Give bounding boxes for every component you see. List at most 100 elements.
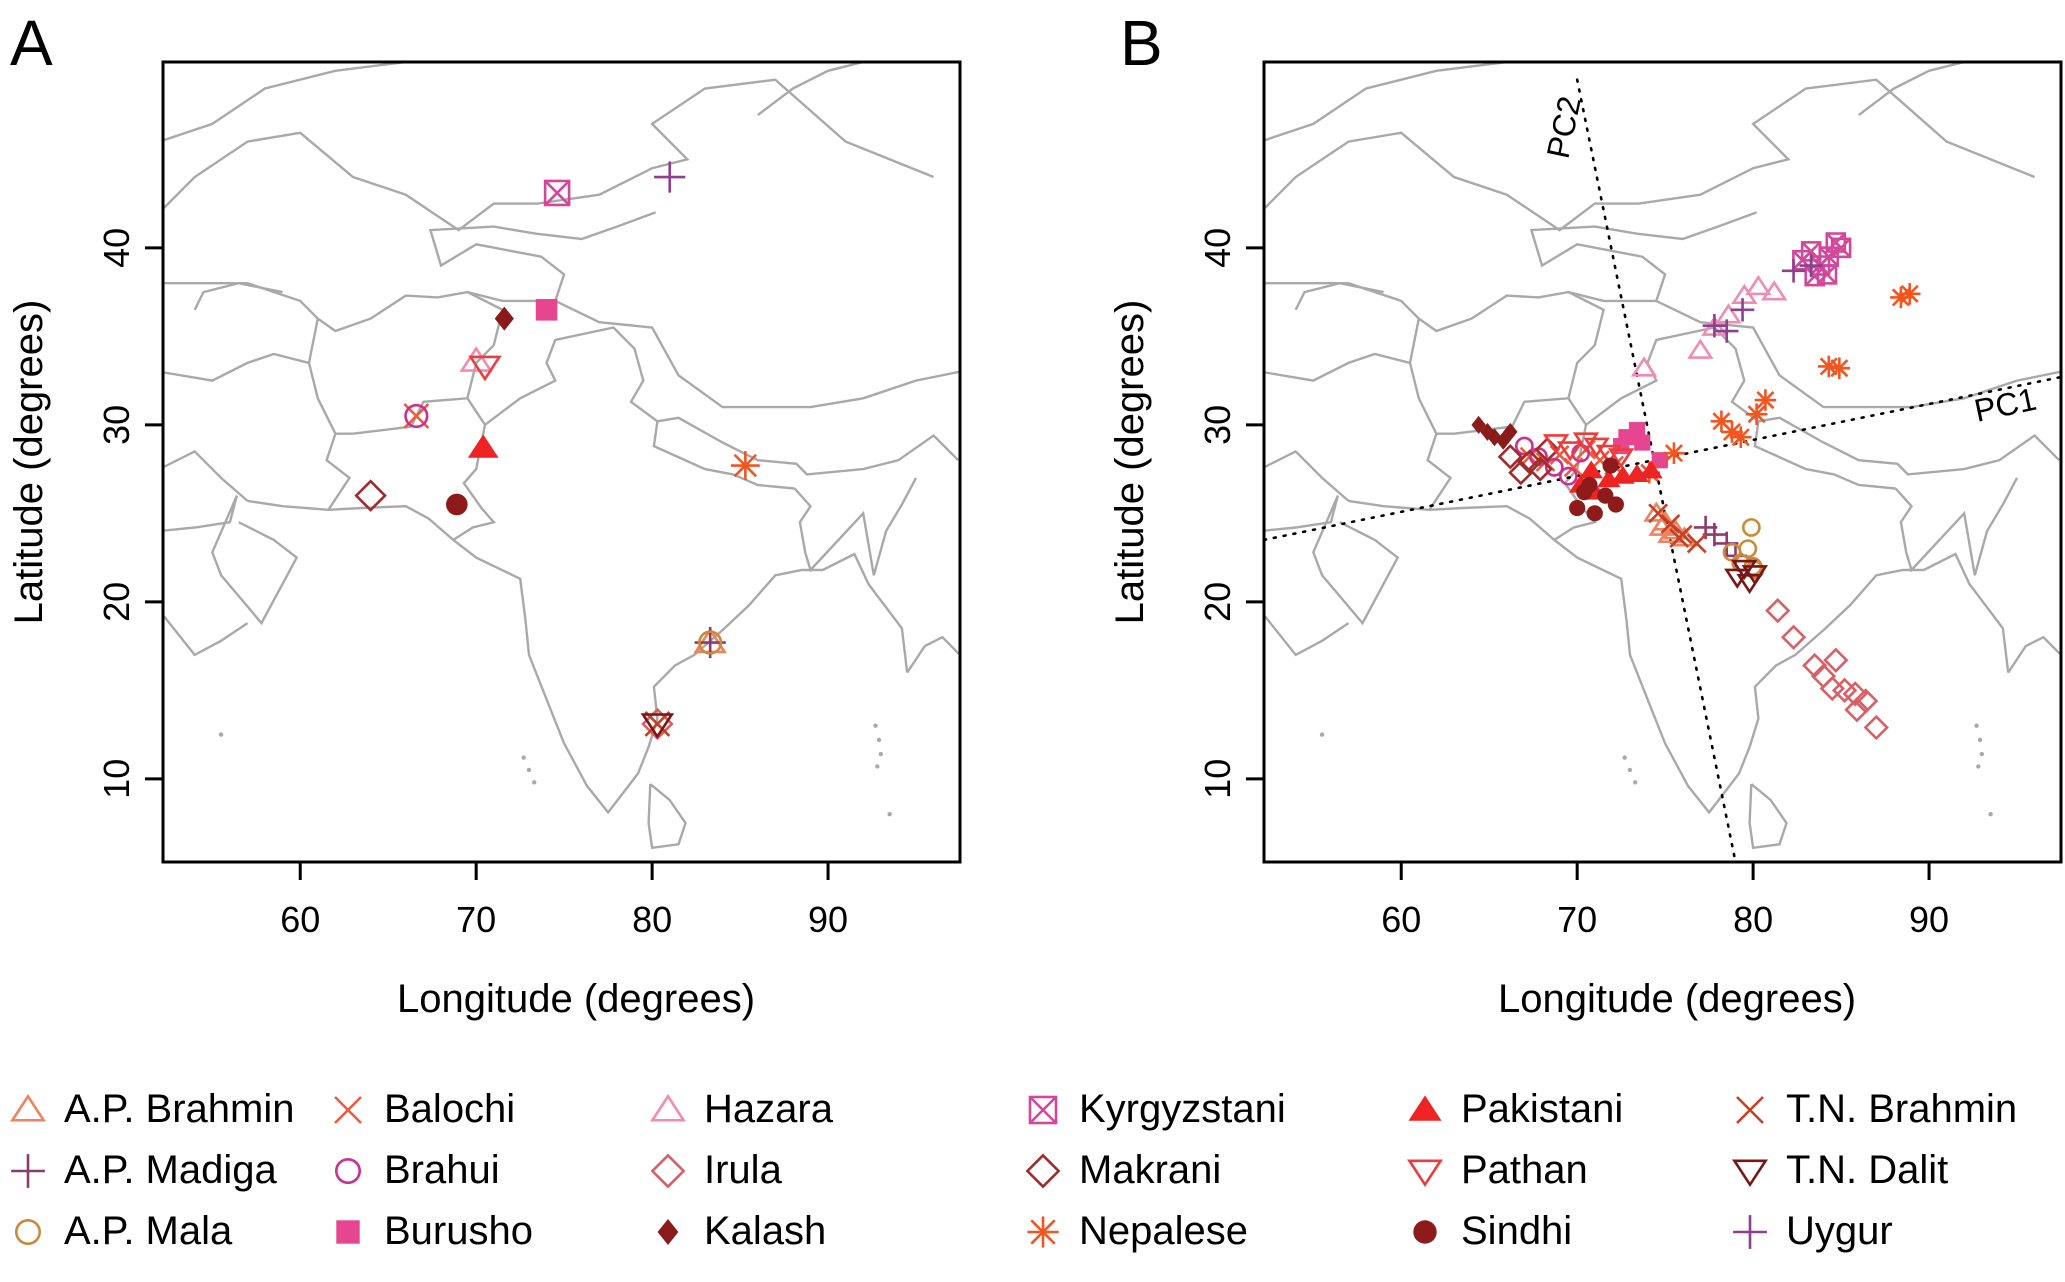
legend-item-hazara: Hazara xyxy=(649,1087,834,1131)
map-border-line xyxy=(163,352,310,382)
point-nepalese xyxy=(1710,410,1733,433)
point-uygur xyxy=(1730,298,1755,322)
map-island xyxy=(218,732,224,737)
map-border-line xyxy=(1264,78,2036,232)
map-island xyxy=(873,723,878,728)
point-uygur xyxy=(1715,319,1739,343)
point-sindhi xyxy=(1569,499,1586,517)
legend-item-kalash: Kalash xyxy=(657,1209,826,1253)
pc2-label: PC2 xyxy=(1540,93,1588,161)
point-a-p-mala xyxy=(1738,539,1758,559)
pc1-label: PC1 xyxy=(1971,381,2039,429)
legend-symbol-pathan xyxy=(1406,1159,1444,1188)
legend-symbol-makrani xyxy=(1025,1153,1061,1189)
point-kalash xyxy=(1496,431,1511,450)
axis-ticks-a: 60 70 80 90 10 20 30 40 xyxy=(96,228,848,940)
map-border-line xyxy=(554,299,960,409)
point-t-n-brahmin xyxy=(1669,528,1690,549)
y-axis-label-a: Latitude (degrees) xyxy=(7,300,51,625)
point-a-p-madiga xyxy=(1702,522,1727,547)
legend-item-pakistani: Pakistani xyxy=(1408,1087,1623,1131)
point-pathan xyxy=(1607,448,1635,469)
map-border-line xyxy=(247,499,909,815)
point-burusho xyxy=(1634,434,1651,451)
map-border-line xyxy=(1264,449,1350,502)
map-island xyxy=(526,767,532,773)
map-border-line xyxy=(1748,783,1788,850)
y-tick-label: 40 xyxy=(96,228,137,268)
point-makrani xyxy=(1527,456,1553,482)
map-island xyxy=(1319,732,1325,737)
legend-item-a-p-mala: A.P. Mala xyxy=(14,1209,233,1253)
point-hazara xyxy=(1630,356,1658,377)
point-irula xyxy=(1780,624,1807,650)
map-border-line xyxy=(163,78,935,232)
point-pakistani xyxy=(467,434,499,458)
map-border-line xyxy=(163,613,249,657)
legend-symbol-kalash xyxy=(657,1219,679,1245)
map-border-line xyxy=(1264,613,1350,657)
map-border-line xyxy=(307,318,352,511)
point-nepalese xyxy=(1898,283,1921,305)
map-island xyxy=(876,737,882,743)
map-island xyxy=(887,812,892,817)
x-tick-label: 60 xyxy=(280,899,320,940)
map-island xyxy=(1979,751,1985,757)
legend-label: T.N. Dalit xyxy=(1786,1148,1948,1192)
point-nepalese xyxy=(1663,442,1685,464)
legend-item-burusho: Burusho xyxy=(336,1209,533,1253)
point-a-p-mala xyxy=(1741,518,1761,537)
legend-symbol-sindhi xyxy=(1413,1220,1437,1244)
point-uygur xyxy=(1702,314,1727,338)
legend-label: Hazara xyxy=(704,1087,834,1131)
point-kalash xyxy=(1487,428,1502,447)
map-border-line xyxy=(652,421,795,490)
map-island xyxy=(1988,812,1993,817)
point-makrani xyxy=(1517,449,1543,475)
point-hazara xyxy=(1687,338,1714,359)
y-tick-label: 10 xyxy=(96,759,137,799)
point-uygur xyxy=(1781,259,1806,283)
map-border-line xyxy=(906,635,960,674)
y-tick-label: 20 xyxy=(96,582,137,622)
point-nepalese xyxy=(1729,426,1752,449)
map-island xyxy=(1633,780,1638,785)
map-island xyxy=(1976,764,1981,769)
legend-item-pathan: Pathan xyxy=(1406,1148,1588,1192)
legend-label: Makrani xyxy=(1079,1148,1221,1192)
point-t-n-dalit xyxy=(1724,568,1751,589)
point-t-n-brahmin xyxy=(1686,533,1707,554)
point-irula xyxy=(1765,598,1791,624)
x-tick-label: 60 xyxy=(1381,899,1421,940)
point-kyrgyzstani xyxy=(1804,265,1825,287)
x-tick-label: 80 xyxy=(632,899,672,940)
y-tick-label: 30 xyxy=(96,405,137,445)
map-border-line xyxy=(793,477,918,576)
map-border-line xyxy=(1408,318,1453,511)
point-a-p-brahmin xyxy=(1643,501,1670,522)
data-points-a xyxy=(354,161,760,741)
point-pathan xyxy=(1556,441,1584,462)
map-border-line xyxy=(1348,499,2010,815)
legend-symbol-nepalese xyxy=(1027,1216,1059,1248)
map-island xyxy=(878,751,884,757)
map-island xyxy=(1622,755,1627,760)
map-border-line xyxy=(1753,421,1896,490)
legend-item-uygur: Uygur xyxy=(1733,1209,1893,1253)
map-border-line xyxy=(1894,477,2019,576)
map-border-line xyxy=(1264,495,1400,626)
y-tick-label: 20 xyxy=(1197,582,1238,622)
map-border-line xyxy=(1294,281,1384,311)
legend-label: A.P. Mala xyxy=(64,1209,233,1253)
y-tick-label: 30 xyxy=(1197,405,1238,445)
panel-b: B 60 70 80 90 10 20 30 40 PC1 PC2 Longitude (de… xyxy=(1108,7,2063,1021)
point-pathan xyxy=(468,355,502,382)
legend-symbol-t-n-brahmin xyxy=(1736,1096,1764,1124)
map-border-line xyxy=(1264,211,1758,333)
legend-symbol-balochi xyxy=(334,1096,362,1124)
point-brahui xyxy=(1558,466,1578,486)
point-brahui xyxy=(404,403,429,429)
point-makrani xyxy=(1534,436,1560,463)
legend-symbol-irula xyxy=(650,1153,686,1189)
map-island xyxy=(1974,723,1979,728)
